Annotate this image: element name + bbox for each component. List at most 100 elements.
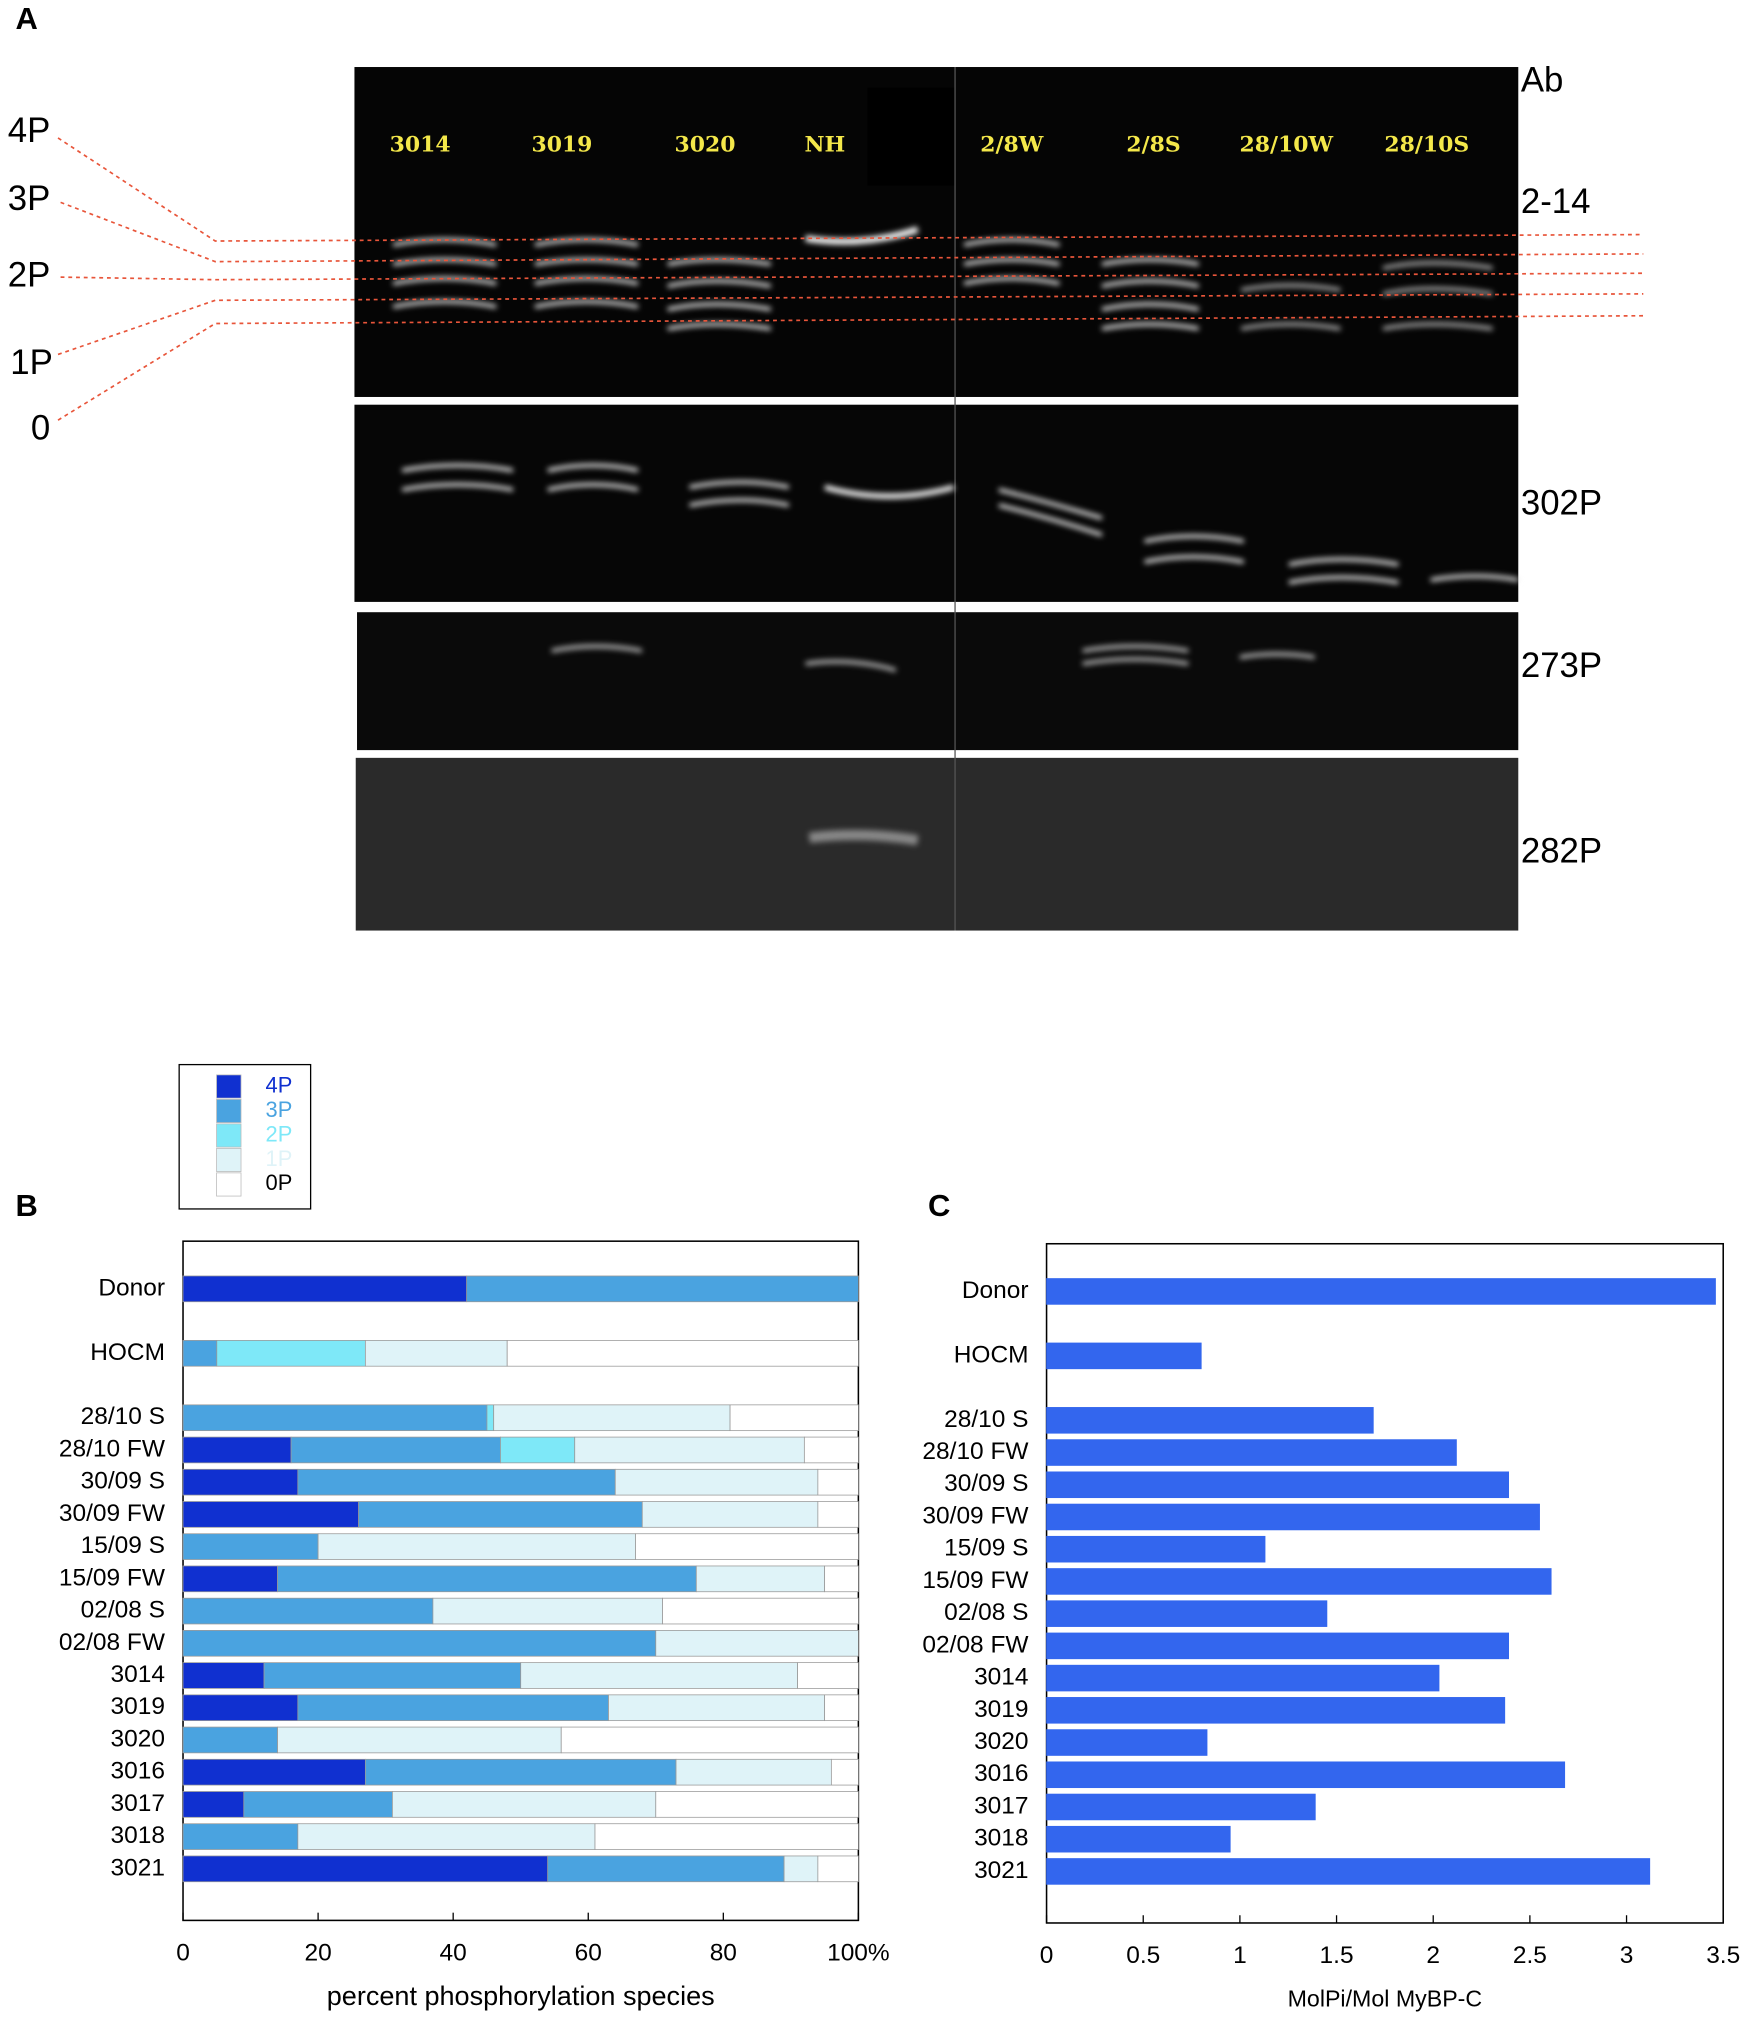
bar <box>182 1501 360 1528</box>
legend-box <box>178 1063 312 1210</box>
bar <box>182 1630 657 1657</box>
bar <box>1046 1793 1316 1821</box>
bar <box>182 1823 299 1850</box>
antibody-label: 273P <box>1521 647 1602 685</box>
x-axis-label: percent phosphorylation species <box>327 1981 715 2011</box>
bar <box>1046 1697 1506 1724</box>
x-tick-label: 0 <box>1040 1942 1054 1969</box>
legend-label: 1P <box>266 1146 293 1171</box>
bar <box>1046 1439 1457 1466</box>
bar <box>182 1791 245 1818</box>
gel-blot <box>357 612 1519 751</box>
antibody-label: 2-14 <box>1521 183 1591 221</box>
lane-label: 3020 <box>675 132 736 158</box>
bar <box>1046 1600 1328 1627</box>
gel-panel: A 3014 3019 3020 N <box>8 1 1644 931</box>
bar <box>594 1823 859 1850</box>
species-label: 1P <box>10 344 53 382</box>
y-tick-label: 3016 <box>111 1758 165 1785</box>
x-tick-label: 3 <box>1620 1942 1634 1969</box>
bar <box>243 1791 393 1818</box>
bar <box>824 1565 859 1593</box>
bar <box>392 1791 657 1818</box>
y-tick-label: 3016 <box>974 1760 1028 1787</box>
bar <box>675 1758 832 1786</box>
legend-label: 0P <box>266 1170 293 1195</box>
bar <box>662 1597 859 1625</box>
y-tick-label: 3017 <box>974 1792 1028 1819</box>
bar <box>297 1468 616 1496</box>
legend-swatch <box>216 1147 242 1172</box>
y-tick-label: 15/09 FW <box>922 1567 1029 1594</box>
y-tick-label: 02/08 S <box>81 1597 165 1624</box>
lane-label: NH <box>805 132 846 158</box>
legend-swatch <box>216 1074 242 1099</box>
gel-blot <box>355 757 1519 931</box>
y-tick-label: 3019 <box>111 1693 165 1720</box>
bar <box>358 1501 643 1528</box>
panel-label: C <box>928 1188 950 1223</box>
bar <box>614 1468 819 1496</box>
bar <box>493 1404 731 1432</box>
bar <box>182 1662 265 1689</box>
bar <box>1046 1342 1202 1370</box>
y-tick-label: 02/08 S <box>944 1599 1028 1626</box>
bar <box>803 1436 859 1464</box>
bar <box>655 1630 859 1657</box>
x-tick-label: 1.5 <box>1320 1942 1354 1969</box>
panel-label: A <box>15 1 37 36</box>
gel-blot <box>354 404 1519 602</box>
y-tick-label: 3018 <box>974 1825 1028 1852</box>
bar <box>797 1662 859 1689</box>
bar <box>486 1404 495 1432</box>
bar <box>1046 1664 1440 1692</box>
bar <box>500 1436 576 1464</box>
bar <box>608 1694 826 1722</box>
y-tick-label: 3018 <box>111 1822 165 1849</box>
bar <box>1046 1761 1566 1789</box>
bar <box>364 1758 677 1786</box>
x-tick-label: 20 <box>304 1939 331 1966</box>
bar <box>695 1565 826 1593</box>
x-tick-label: 2.5 <box>1513 1942 1547 1969</box>
bar <box>547 1855 785 1883</box>
y-tick-label: 28/10 S <box>81 1403 165 1430</box>
gel-mask <box>867 87 956 186</box>
y-tick-label: 3019 <box>974 1696 1028 1723</box>
legend-label: 4P <box>266 1072 293 1097</box>
bar <box>182 1340 218 1367</box>
legend-swatch <box>216 1172 242 1197</box>
species-label: 3P <box>8 180 51 218</box>
x-tick-label: 0.5 <box>1126 1942 1160 1969</box>
bar <box>182 1855 549 1883</box>
y-tick-label: 15/09 S <box>944 1535 1028 1562</box>
y-tick-label: 30/09 S <box>944 1470 1028 1497</box>
bar <box>817 1501 859 1528</box>
bar <box>729 1404 859 1432</box>
species-guides <box>57 137 1644 421</box>
bar <box>641 1501 819 1528</box>
y-tick-label: 30/09 S <box>81 1468 165 1495</box>
bar <box>432 1597 663 1625</box>
bar <box>1046 1278 1716 1305</box>
bar <box>817 1468 859 1496</box>
y-tick-label: 28/10 FW <box>59 1435 166 1462</box>
y-tick-label: 28/10 FW <box>922 1438 1029 1465</box>
bar <box>466 1275 859 1303</box>
antibody-label: 302P <box>1521 484 1602 522</box>
bar <box>1046 1858 1651 1885</box>
legend-swatch <box>216 1099 242 1123</box>
y-tick-label: 30/09 FW <box>922 1502 1029 1529</box>
bar <box>317 1533 636 1560</box>
lane-label: 3014 <box>390 132 451 158</box>
lane-label: 28/10S <box>1384 132 1469 158</box>
antibody-label: 282P <box>1521 832 1602 870</box>
panel-label: B <box>15 1188 37 1223</box>
bar <box>297 1694 609 1722</box>
bar <box>297 1823 596 1850</box>
bar <box>290 1436 501 1464</box>
bar <box>182 1726 278 1754</box>
y-tick-label: 3021 <box>111 1854 165 1881</box>
y-tick-label: 02/08 FW <box>922 1631 1029 1658</box>
lane-label: 2/8W <box>980 132 1043 158</box>
